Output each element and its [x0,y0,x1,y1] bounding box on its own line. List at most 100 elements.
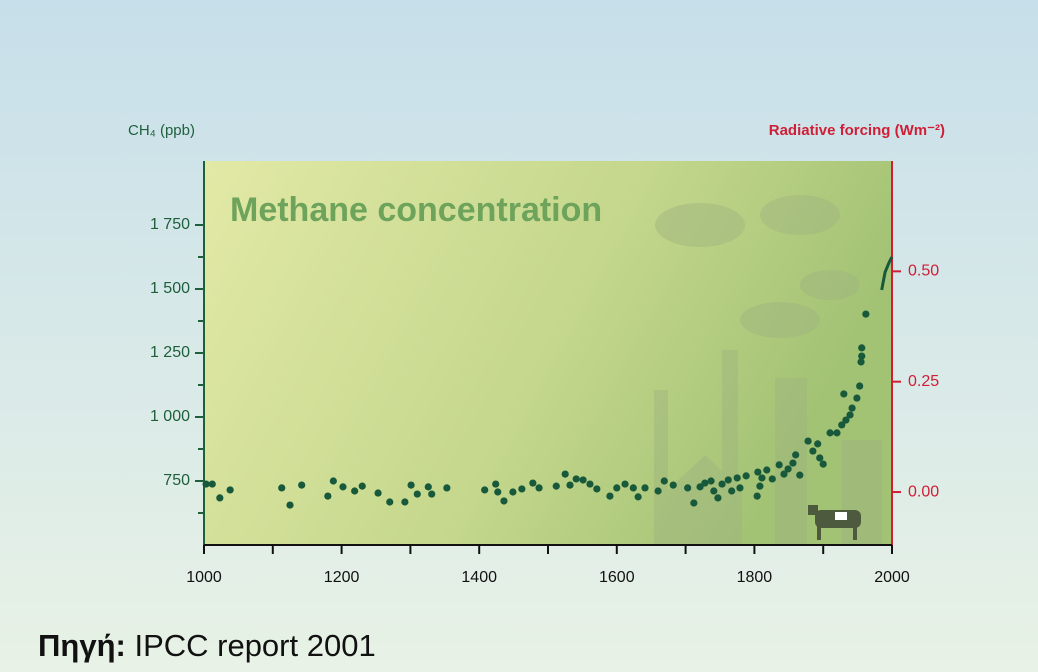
data-point [857,358,865,366]
y-tick-label: 1 000 [150,408,190,425]
chart-title: Methane concentration [230,191,602,229]
data-point [690,499,698,507]
data-point [324,492,332,500]
y2-tick-label: 0.50 [908,263,939,280]
data-point [775,461,783,469]
data-point [701,479,709,487]
caption-label: Πηγή: [38,628,126,663]
x-tick-label: 1800 [737,569,773,586]
data-point [853,394,861,402]
data-point [728,487,736,495]
data-point [413,490,421,498]
data-point [641,484,649,492]
data-point [826,429,834,437]
data-point [754,468,762,476]
data-point [374,489,382,497]
x-tick-label: 1400 [461,569,497,586]
data-point [208,480,216,488]
data-point [842,416,850,424]
data-point [696,483,704,491]
data-point [780,470,788,478]
data-point [566,481,574,489]
data-point [339,483,347,491]
data-point [443,484,451,492]
caption: Πηγή: IPCC report 2001 [38,628,376,663]
data-point [278,484,286,492]
data-point [724,476,732,484]
data-point [669,481,677,489]
data-point [796,471,804,479]
data-point [809,447,817,455]
data-point [518,485,526,493]
data-point [606,492,614,500]
data-point [226,486,234,494]
y2-axis-title: Radiative forcing (Wm⁻²) [769,122,945,139]
data-point [428,490,436,498]
data-point [768,475,776,483]
data-point [742,472,750,480]
data-point [621,480,629,488]
y-tick-label: 1 500 [150,280,190,297]
data-point [586,480,594,488]
data-point [784,465,792,473]
data-point [654,487,662,495]
data-point [298,481,306,489]
data-point [552,482,560,490]
data-point [286,501,294,509]
data-point [424,483,432,491]
y-tick-label: 750 [163,472,190,489]
y-tick-label: 1 250 [150,344,190,361]
data-point [509,488,517,496]
data-point [351,487,359,495]
y2-tick-label: 0.25 [908,373,939,390]
x-tick-label: 1200 [324,569,360,586]
data-point [329,477,337,485]
data-point [848,404,856,412]
data-point [634,493,642,501]
data-point [660,477,668,485]
data-point [819,460,827,468]
data-point [840,390,848,398]
data-point [858,352,866,360]
caption-text: IPCC report 2001 [134,628,375,663]
data-point [535,484,543,492]
data-point [736,484,744,492]
data-point [838,421,846,429]
data-point [492,480,500,488]
data-point [613,484,621,492]
x-tick-label: 1000 [186,569,222,586]
data-point [401,498,409,506]
data-point [816,454,824,462]
data-point [684,484,692,492]
cow [808,505,861,540]
data-point [814,440,822,448]
data-point [386,498,394,506]
plot-area [204,161,892,545]
y2-tick-label: 0.00 [908,483,939,500]
data-point [846,411,854,419]
data-point [833,429,841,437]
data-point [572,475,580,483]
data-point [856,382,864,390]
data-point [733,474,741,482]
data-point [792,451,800,459]
data-point [500,497,508,505]
data-point [718,480,726,488]
y-tick-label: 1 750 [150,216,190,233]
data-point [529,479,537,487]
data-point [561,470,569,478]
data-line [880,256,894,291]
data-point [753,492,761,500]
data-point [707,477,715,485]
y-axis-title: CH₄ (ppb) [128,122,195,139]
data-point [758,474,766,482]
data-point [756,482,764,490]
x-tick-label: 1600 [599,569,635,586]
data-point [629,484,637,492]
data-point [710,487,718,495]
data-point [202,480,210,488]
data-point [216,494,224,502]
data-point [763,466,771,474]
